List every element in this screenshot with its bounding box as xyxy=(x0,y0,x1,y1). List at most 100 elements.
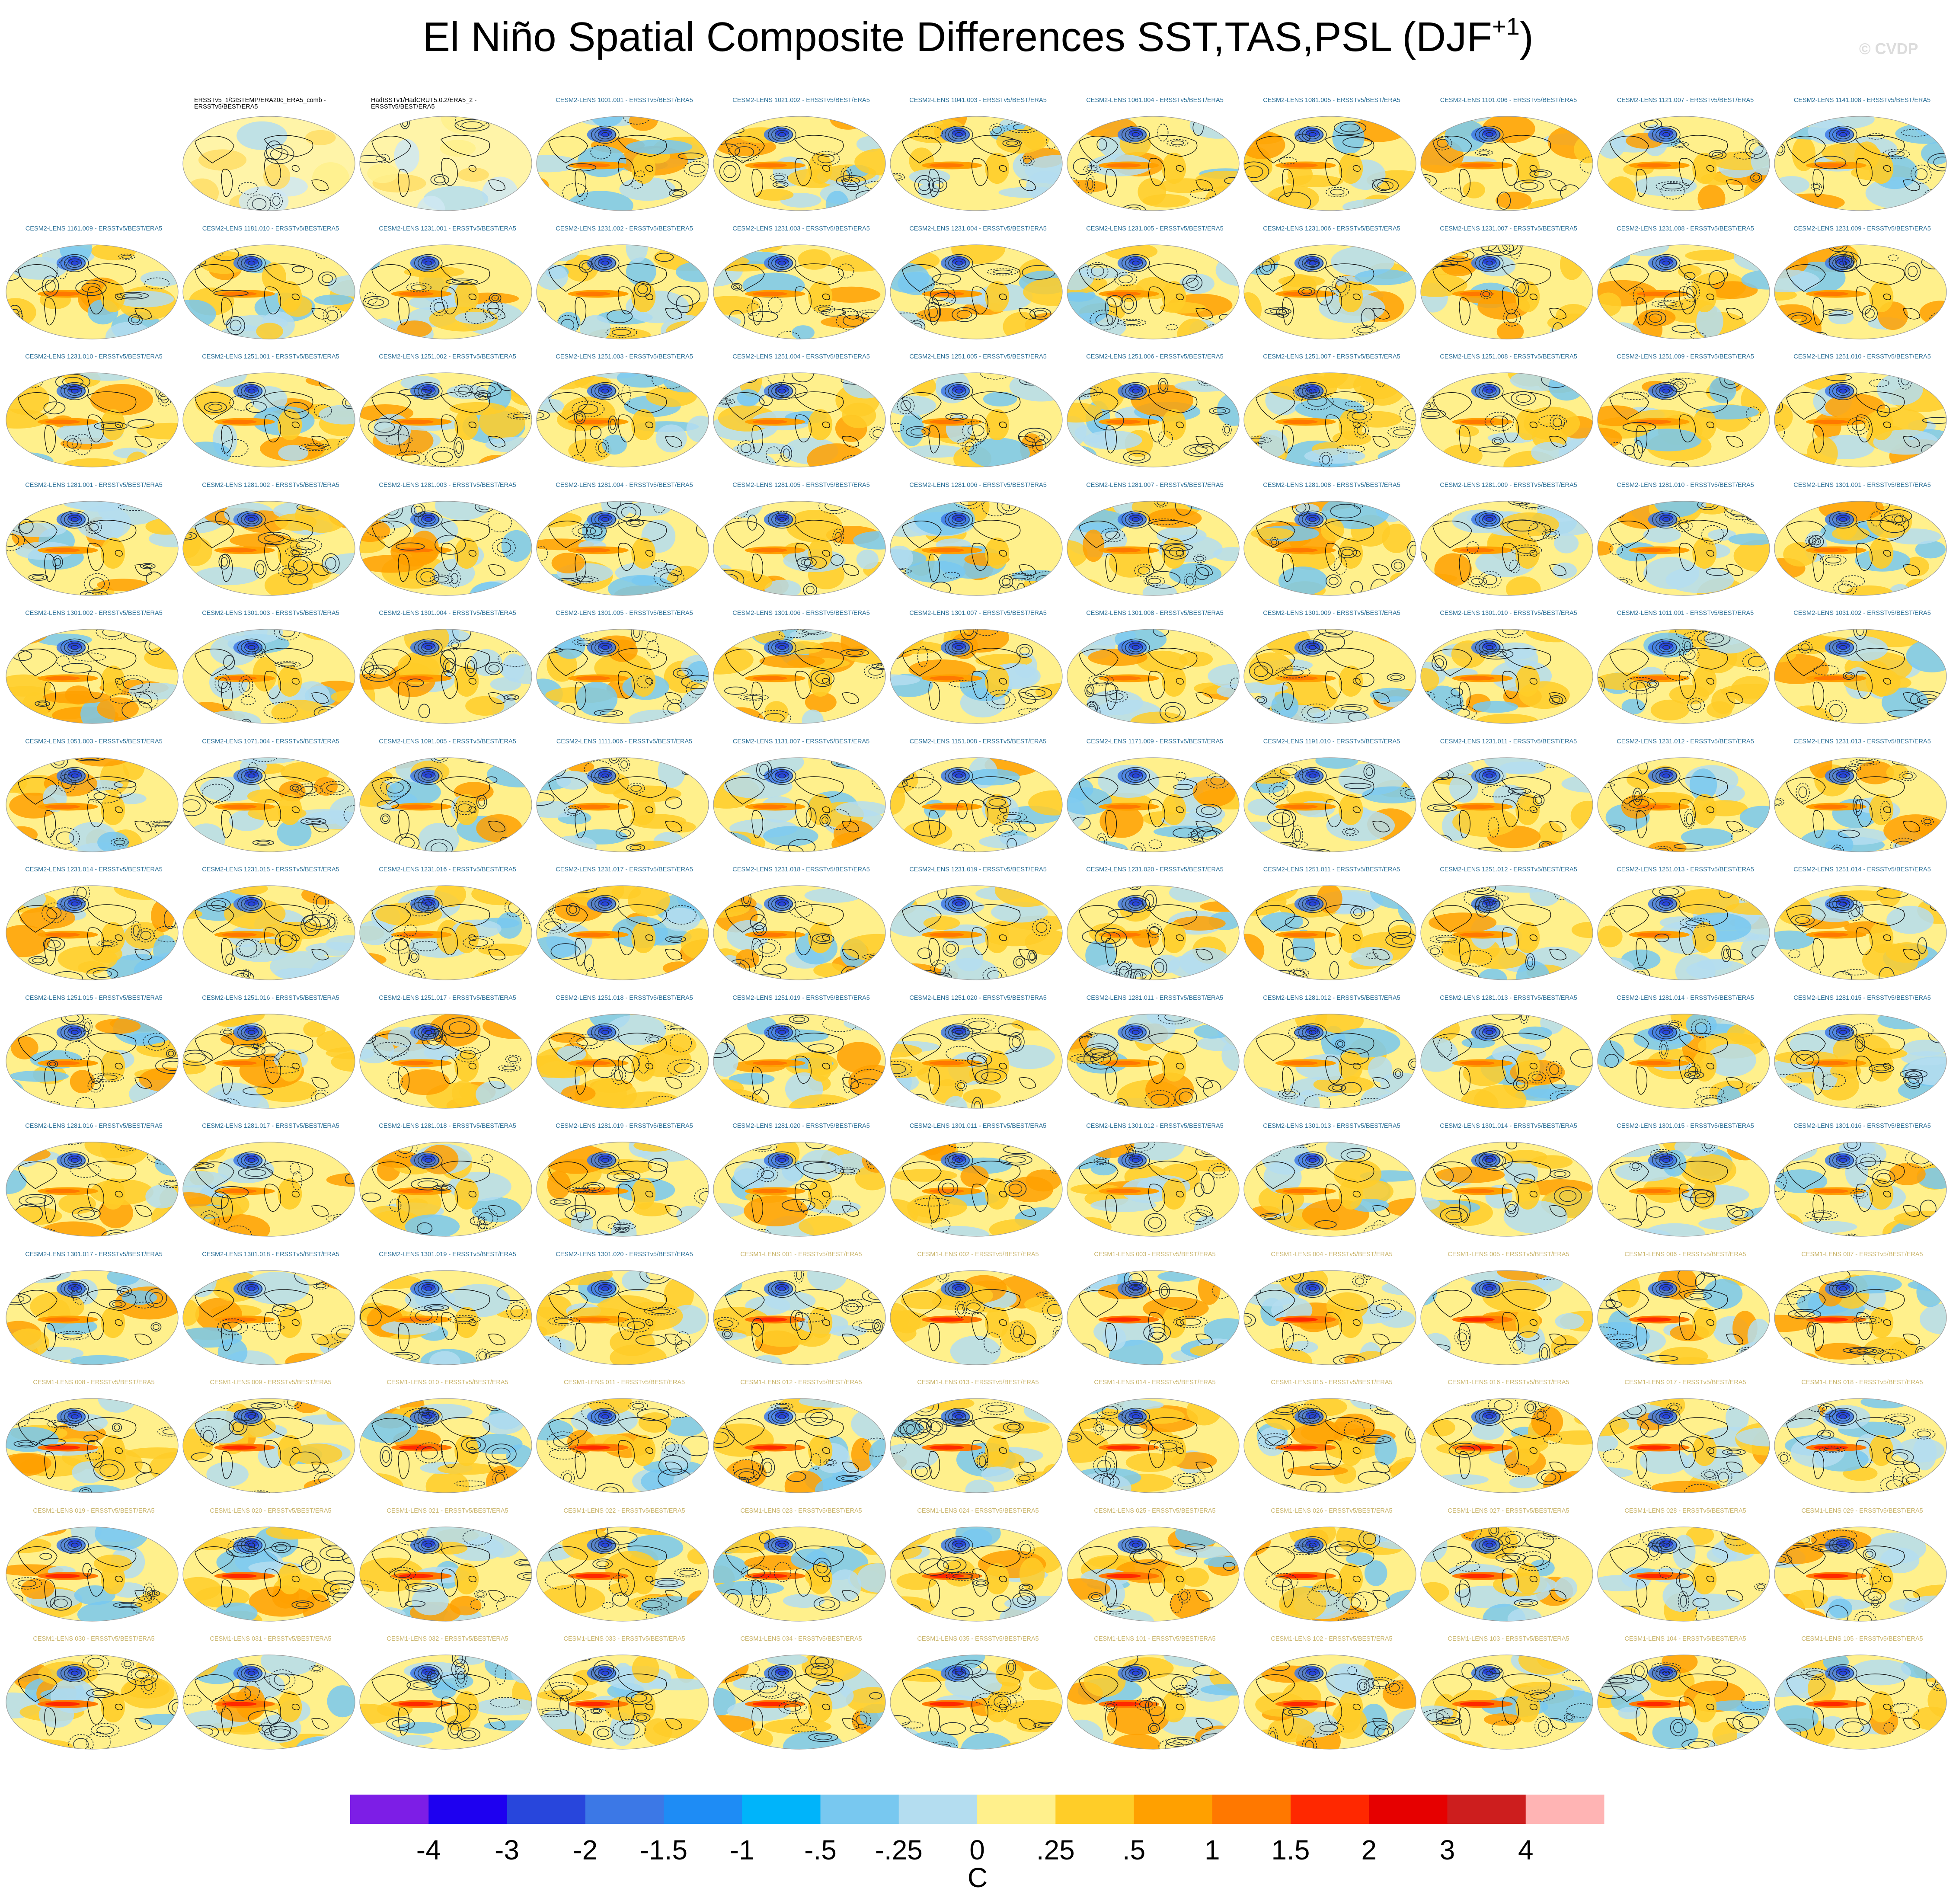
anomaly-map xyxy=(359,757,532,852)
panel-title: CESM1-LENS 010 - ERSSTv5/BEST/ERA5 xyxy=(387,1379,508,1386)
map-panel: CESM2-LENS 1231.010 - ERSSTv5/BEST/ERA5 xyxy=(5,354,182,482)
map-panel: CESM2-LENS 1251.020 - ERSSTv5/BEST/ERA5 xyxy=(889,995,1067,1123)
title-close: ) xyxy=(1519,14,1534,60)
map-panel: HadISSTv1/HadCRUT5.0.2/ERA5_2 - ERSSTv5/… xyxy=(359,97,536,225)
map-panel: CESM1-LENS 015 - ERSSTv5/BEST/ERA5 xyxy=(1243,1379,1420,1507)
map-panel: CESM2-LENS 1281.001 - ERSSTv5/BEST/ERA5 xyxy=(5,482,182,610)
map-panel: CESM2-LENS 1231.013 - ERSSTv5/BEST/ERA5 xyxy=(1774,739,1951,867)
panel-title: HadISSTv1/HadCRUT5.0.2/ERA5_2 - ERSSTv5/… xyxy=(371,97,477,110)
panel-title: CESM2-LENS 1301.002 - ERSSTv5/BEST/ERA5 xyxy=(25,610,163,617)
map-panel: CESM2-LENS 1281.008 - ERSSTv5/BEST/ERA5 xyxy=(1243,482,1420,610)
anomaly-map xyxy=(1774,1654,1947,1750)
panel-title: CESM2-LENS 1281.020 - ERSSTv5/BEST/ERA5 xyxy=(732,1123,870,1130)
anomaly-map xyxy=(359,116,532,211)
map-panel: CESM1-LENS 026 - ERSSTv5/BEST/ERA5 xyxy=(1243,1508,1420,1636)
map-panel: CESM1-LENS 028 - ERSSTv5/BEST/ERA5 xyxy=(1597,1508,1774,1636)
anomaly-map xyxy=(1243,1142,1416,1237)
panel-title: CESM2-LENS 1251.007 - ERSSTv5/BEST/ERA5 xyxy=(1263,354,1400,360)
anomaly-map xyxy=(1067,1013,1240,1109)
anomaly-map xyxy=(890,885,1063,980)
map-panel: CESM1-LENS 004 - ERSSTv5/BEST/ERA5 xyxy=(1243,1251,1420,1379)
colorbar-tick-label: 1.5 xyxy=(1272,1834,1310,1864)
panel-title: CESM1-LENS 005 - ERSSTv5/BEST/ERA5 xyxy=(1448,1251,1569,1258)
map-panel: CESM1-LENS 008 - ERSSTv5/BEST/ERA5 xyxy=(5,1379,182,1507)
anomaly-map xyxy=(713,1654,886,1750)
map-panel: CESM2-LENS 1301.007 - ERSSTv5/BEST/ERA5 xyxy=(889,610,1067,738)
map-panel: CESM2-LENS 1231.019 - ERSSTv5/BEST/ERA5 xyxy=(889,867,1067,995)
anomaly-map xyxy=(359,1142,532,1237)
colorbar-swatch xyxy=(1291,1795,1369,1824)
anomaly-map xyxy=(536,244,709,339)
map-panel: CESM2-LENS 1281.016 - ERSSTv5/BEST/ERA5 xyxy=(5,1123,182,1251)
panel-title: CESM2-LENS 1101.006 - ERSSTv5/BEST/ERA5 xyxy=(1440,97,1577,104)
anomaly-map xyxy=(890,500,1063,596)
panel-title: CESM2-LENS 1031.002 - ERSSTv5/BEST/ERA5 xyxy=(1793,610,1931,617)
anomaly-map xyxy=(182,1398,355,1493)
panel-title: CESM2-LENS 1301.017 - ERSSTv5/BEST/ERA5 xyxy=(25,1251,163,1258)
panel-title: CESM2-LENS 1281.006 - ERSSTv5/BEST/ERA5 xyxy=(909,482,1047,489)
anomaly-map xyxy=(182,244,355,339)
colorbar-tick-label: .25 xyxy=(1036,1834,1075,1864)
anomaly-map xyxy=(1597,1013,1770,1109)
panel-title: CESM1-LENS 103 - ERSSTv5/BEST/ERA5 xyxy=(1448,1636,1569,1642)
anomaly-map xyxy=(890,1398,1063,1493)
anomaly-map xyxy=(182,1270,355,1365)
anomaly-map xyxy=(1243,1398,1416,1493)
panel-title: CESM2-LENS 1251.008 - ERSSTv5/BEST/ERA5 xyxy=(1440,354,1577,360)
colorbar-swatch xyxy=(1212,1795,1291,1824)
map-panel: CESM1-LENS 104 - ERSSTv5/BEST/ERA5 xyxy=(1597,1636,1774,1764)
map-panel: CESM2-LENS 1061.004 - ERSSTv5/BEST/ERA5 xyxy=(1066,97,1243,225)
panel-title: CESM1-LENS 020 - ERSSTv5/BEST/ERA5 xyxy=(210,1507,332,1514)
panel-title: CESM2-LENS 1251.020 - ERSSTv5/BEST/ERA5 xyxy=(909,995,1047,1002)
panel-title: CESM2-LENS 1301.013 - ERSSTv5/BEST/ERA5 xyxy=(1263,1123,1400,1130)
anomaly-map xyxy=(1597,1654,1770,1750)
anomaly-map xyxy=(6,629,179,724)
panel-title: CESM2-LENS 1281.001 - ERSSTv5/BEST/ERA5 xyxy=(25,482,163,489)
panel-title: CESM2-LENS 1041.003 - ERSSTv5/BEST/ERA5 xyxy=(909,97,1047,104)
anomaly-map xyxy=(1067,1270,1240,1365)
colorbar-tick-label: 2 xyxy=(1361,1834,1377,1864)
anomaly-map xyxy=(536,1142,709,1237)
panel-title: CESM1-LENS 033 - ERSSTv5/BEST/ERA5 xyxy=(563,1636,685,1642)
map-panel: CESM2-LENS 1251.005 - ERSSTv5/BEST/ERA5 xyxy=(889,354,1067,482)
anomaly-map xyxy=(1420,885,1593,980)
anomaly-map xyxy=(1420,500,1593,596)
map-panel: CESM2-LENS 1231.011 - ERSSTv5/BEST/ERA5 xyxy=(1420,739,1597,867)
anomaly-map xyxy=(536,629,709,724)
anomaly-map xyxy=(359,1526,532,1622)
map-panel: CESM1-LENS 023 - ERSSTv5/BEST/ERA5 xyxy=(713,1508,890,1636)
panel-title: CESM2-LENS 1231.005 - ERSSTv5/BEST/ERA5 xyxy=(1086,225,1224,232)
map-panel: CESM2-LENS 1251.018 - ERSSTv5/BEST/ERA5 xyxy=(536,995,713,1123)
map-panel: CESM2-LENS 1281.014 - ERSSTv5/BEST/ERA5 xyxy=(1597,995,1774,1123)
anomaly-map xyxy=(890,1526,1063,1622)
anomaly-map xyxy=(359,1013,532,1109)
map-panel: CESM1-LENS 009 - ERSSTv5/BEST/ERA5 xyxy=(182,1379,359,1507)
anomaly-map xyxy=(182,1526,355,1622)
title-main: El Niño Spatial Composite Differences SS… xyxy=(422,14,1492,60)
map-panel: CESM1-LENS 005 - ERSSTv5/BEST/ERA5 xyxy=(1420,1251,1597,1379)
colorbar-swatch xyxy=(1369,1795,1448,1824)
colorbar-tick-label: -4 xyxy=(416,1834,441,1864)
panel-title: CESM2-LENS 1301.011 - ERSSTv5/BEST/ERA5 xyxy=(909,1123,1047,1130)
map-panel: CESM2-LENS 1251.002 - ERSSTv5/BEST/ERA5 xyxy=(359,354,536,482)
map-panel: CESM1-LENS 029 - ERSSTv5/BEST/ERA5 xyxy=(1774,1508,1951,1636)
map-panel: CESM2-LENS 1231.015 - ERSSTv5/BEST/ERA5 xyxy=(182,867,359,995)
panel-title: CESM2-LENS 1001.001 - ERSSTv5/BEST/ERA5 xyxy=(556,97,693,104)
anomaly-map xyxy=(713,116,886,211)
panel-title: CESM2-LENS 1281.019 - ERSSTv5/BEST/ERA5 xyxy=(556,1123,693,1130)
anomaly-map xyxy=(1420,1526,1593,1622)
anomaly-map xyxy=(1067,1654,1240,1750)
panel-title: CESM2-LENS 1141.008 - ERSSTv5/BEST/ERA5 xyxy=(1793,97,1931,104)
anomaly-map xyxy=(713,1526,886,1622)
panel-title: CESM1-LENS 035 - ERSSTv5/BEST/ERA5 xyxy=(917,1636,1039,1642)
map-panel: CESM2-LENS 1251.008 - ERSSTv5/BEST/ERA5 xyxy=(1420,354,1597,482)
panel-title: CESM2-LENS 1231.015 - ERSSTv5/BEST/ERA5 xyxy=(202,867,339,873)
colorbar-tick-label: -3 xyxy=(495,1834,519,1864)
anomaly-map xyxy=(1067,757,1240,852)
anomaly-map xyxy=(890,1270,1063,1365)
map-panel: CESM2-LENS 1301.010 - ERSSTv5/BEST/ERA5 xyxy=(1420,610,1597,738)
panel-title: CESM1-LENS 101 - ERSSTv5/BEST/ERA5 xyxy=(1094,1636,1216,1642)
map-panel: CESM2-LENS 1251.001 - ERSSTv5/BEST/ERA5 xyxy=(182,354,359,482)
anomaly-map xyxy=(1597,1398,1770,1493)
anomaly-map xyxy=(6,372,179,467)
